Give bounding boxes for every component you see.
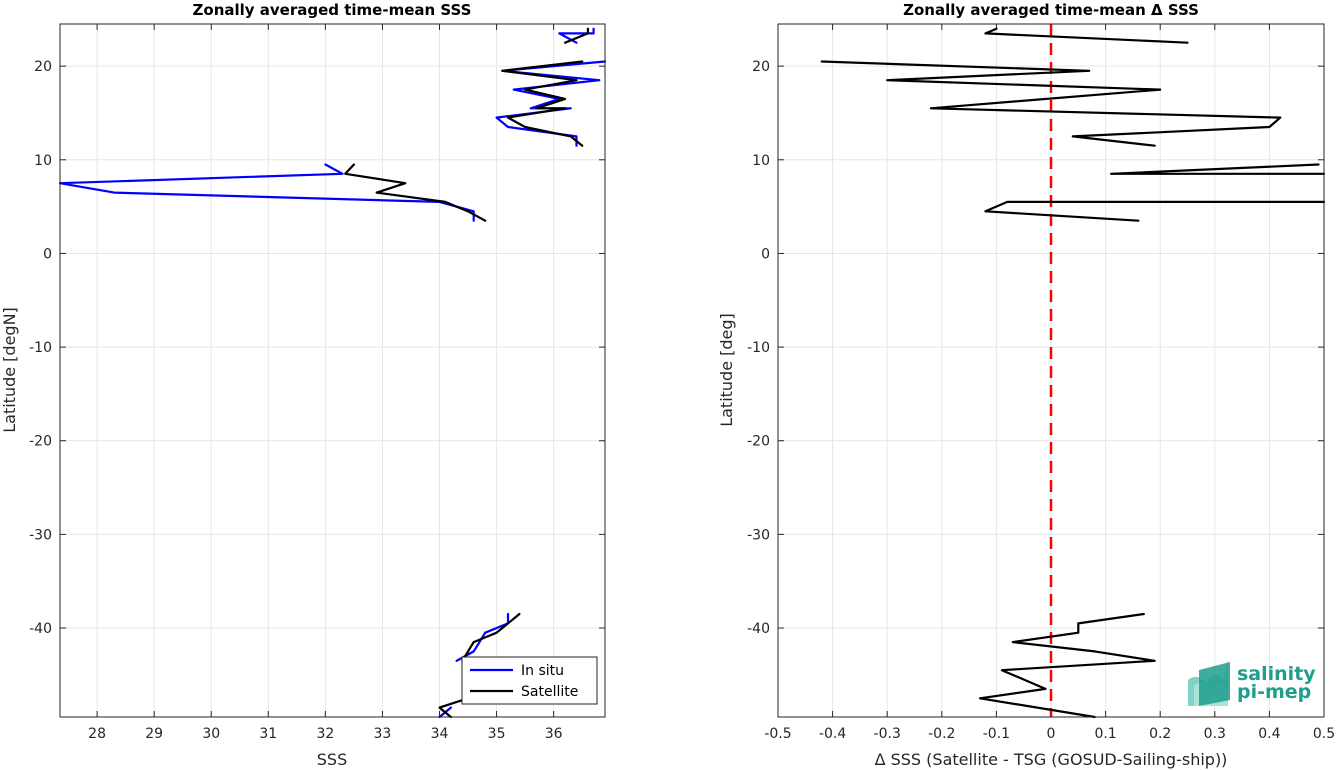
right-x-tick-label: -0.1 [983,726,1010,742]
left-x-tick-label: 31 [259,726,277,742]
right-y-tick-label: -40 [747,621,770,637]
left-x-tick-label: 36 [545,726,563,742]
left-x-tick-label: 34 [431,726,449,742]
left-y-axis-label: Latitude [degN] [0,307,19,433]
right-y-tick-label: -10 [747,340,770,356]
left-series [58,27,607,719]
right-x-tick-label: 0.5 [1313,726,1335,742]
right-x-axis-label: Δ SSS (Satellite - TSG (GOSUD-Sailing-sh… [875,750,1228,769]
left-ticks: 28 29 30 31 32 33 34 35 36 20 10 0 -10 -20 -30 -40 [29,24,605,742]
right-x-tick-label: 0.2 [1149,726,1171,742]
right-y-tick-label: 20 [752,59,770,75]
left-series-line-satellite [461,612,521,662]
left-x-tick-label: 35 [488,726,506,742]
left-series-line-satellite [438,697,470,719]
legend: In situ Satellite [461,656,598,705]
right-x-tick-label: 0 [1047,726,1056,742]
left-series-line-in-situ [495,60,607,147]
left-y-tick-label: -30 [29,527,52,543]
right-x-tick-label: 0.4 [1258,726,1280,742]
left-y-tick-label: 0 [43,246,52,262]
right-y-tick-label: 0 [761,246,770,262]
left-plot-background [60,24,605,717]
left-x-tick-label: 33 [374,726,392,742]
left-x-tick-label: 32 [316,726,334,742]
right-y-tick-label: -30 [747,527,770,543]
left-x-tick-label: 30 [202,726,220,742]
right-chart-title: Zonally averaged time-mean Δ SSS [903,1,1199,19]
right-x-tick-label: -0.3 [874,726,901,742]
right-x-tick-label: 0.1 [1094,726,1116,742]
left-grid [60,24,605,717]
right-series-line-delta-sss [820,60,1282,147]
right-y-tick-label: 10 [752,153,770,169]
right-panel: -0.5 -0.4 -0.3 -0.2 -0.1 0 0.1 0.2 0.3 0.4 0.5 20 10… [717,1,1335,769]
wave-icon [1188,660,1230,706]
right-series-line-delta-sss [978,612,1156,719]
left-series-line-satellite [501,60,584,147]
logo-line2: pi-mep [1237,681,1311,703]
left-y-tick-label: -10 [29,340,52,356]
logo-line1: salinity [1237,663,1316,685]
right-y-axis-label: Latitude [deg] [717,313,736,427]
left-x-tick-label: 28 [88,726,106,742]
salinity-pi-mep-logo: salinity pi-mep [1188,660,1316,706]
right-x-tick-label: -0.4 [819,726,846,742]
right-series-line-delta-sss [984,27,1189,44]
left-plot-frame [59,23,606,718]
left-y-tick-label: -40 [29,621,52,637]
right-x-tick-label: -0.2 [928,726,955,742]
left-panel: 28 29 30 31 32 33 34 35 36 20 10 0 -10 -20 -30 -40 Zona… [0,1,607,769]
left-x-axis-label: SSS [317,750,347,769]
right-y-tick-label: -20 [747,434,770,450]
right-x-tick-label: -0.5 [764,726,791,742]
right-plot-frame [777,23,1325,718]
right-series-line-delta-sss [984,200,1326,222]
left-series-line-satellite [344,163,487,222]
right-x-tick-label: 0.3 [1204,726,1226,742]
legend-label-satellite: Satellite [521,684,578,700]
left-series-line-in-situ [58,163,475,222]
legend-box [461,656,598,705]
right-series-line-delta-sss [1109,163,1326,175]
left-y-tick-label: 20 [34,59,52,75]
left-series-line-satellite [563,27,590,44]
left-y-tick-label: -20 [29,434,52,450]
left-chart-title: Zonally averaged time-mean SSS [193,1,472,19]
legend-label-in-situ: In situ [521,663,564,679]
left-y-tick-label: 10 [34,153,52,169]
right-series [820,27,1326,719]
left-series-line-in-situ [558,27,595,44]
right-ticks: -0.5 -0.4 -0.3 -0.2 -0.1 0 0.1 0.2 0.3 0.4 0.5 20 10… [747,24,1335,742]
left-x-tick-label: 29 [145,726,163,742]
